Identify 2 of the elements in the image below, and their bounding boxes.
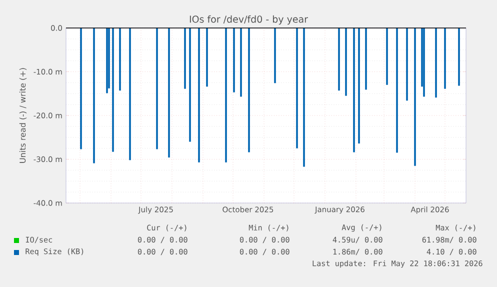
y-axis-title: Units read (-) / write (+) (19, 68, 27, 163)
chart-title: IOs for /dev/fd0 - by year (190, 15, 308, 25)
